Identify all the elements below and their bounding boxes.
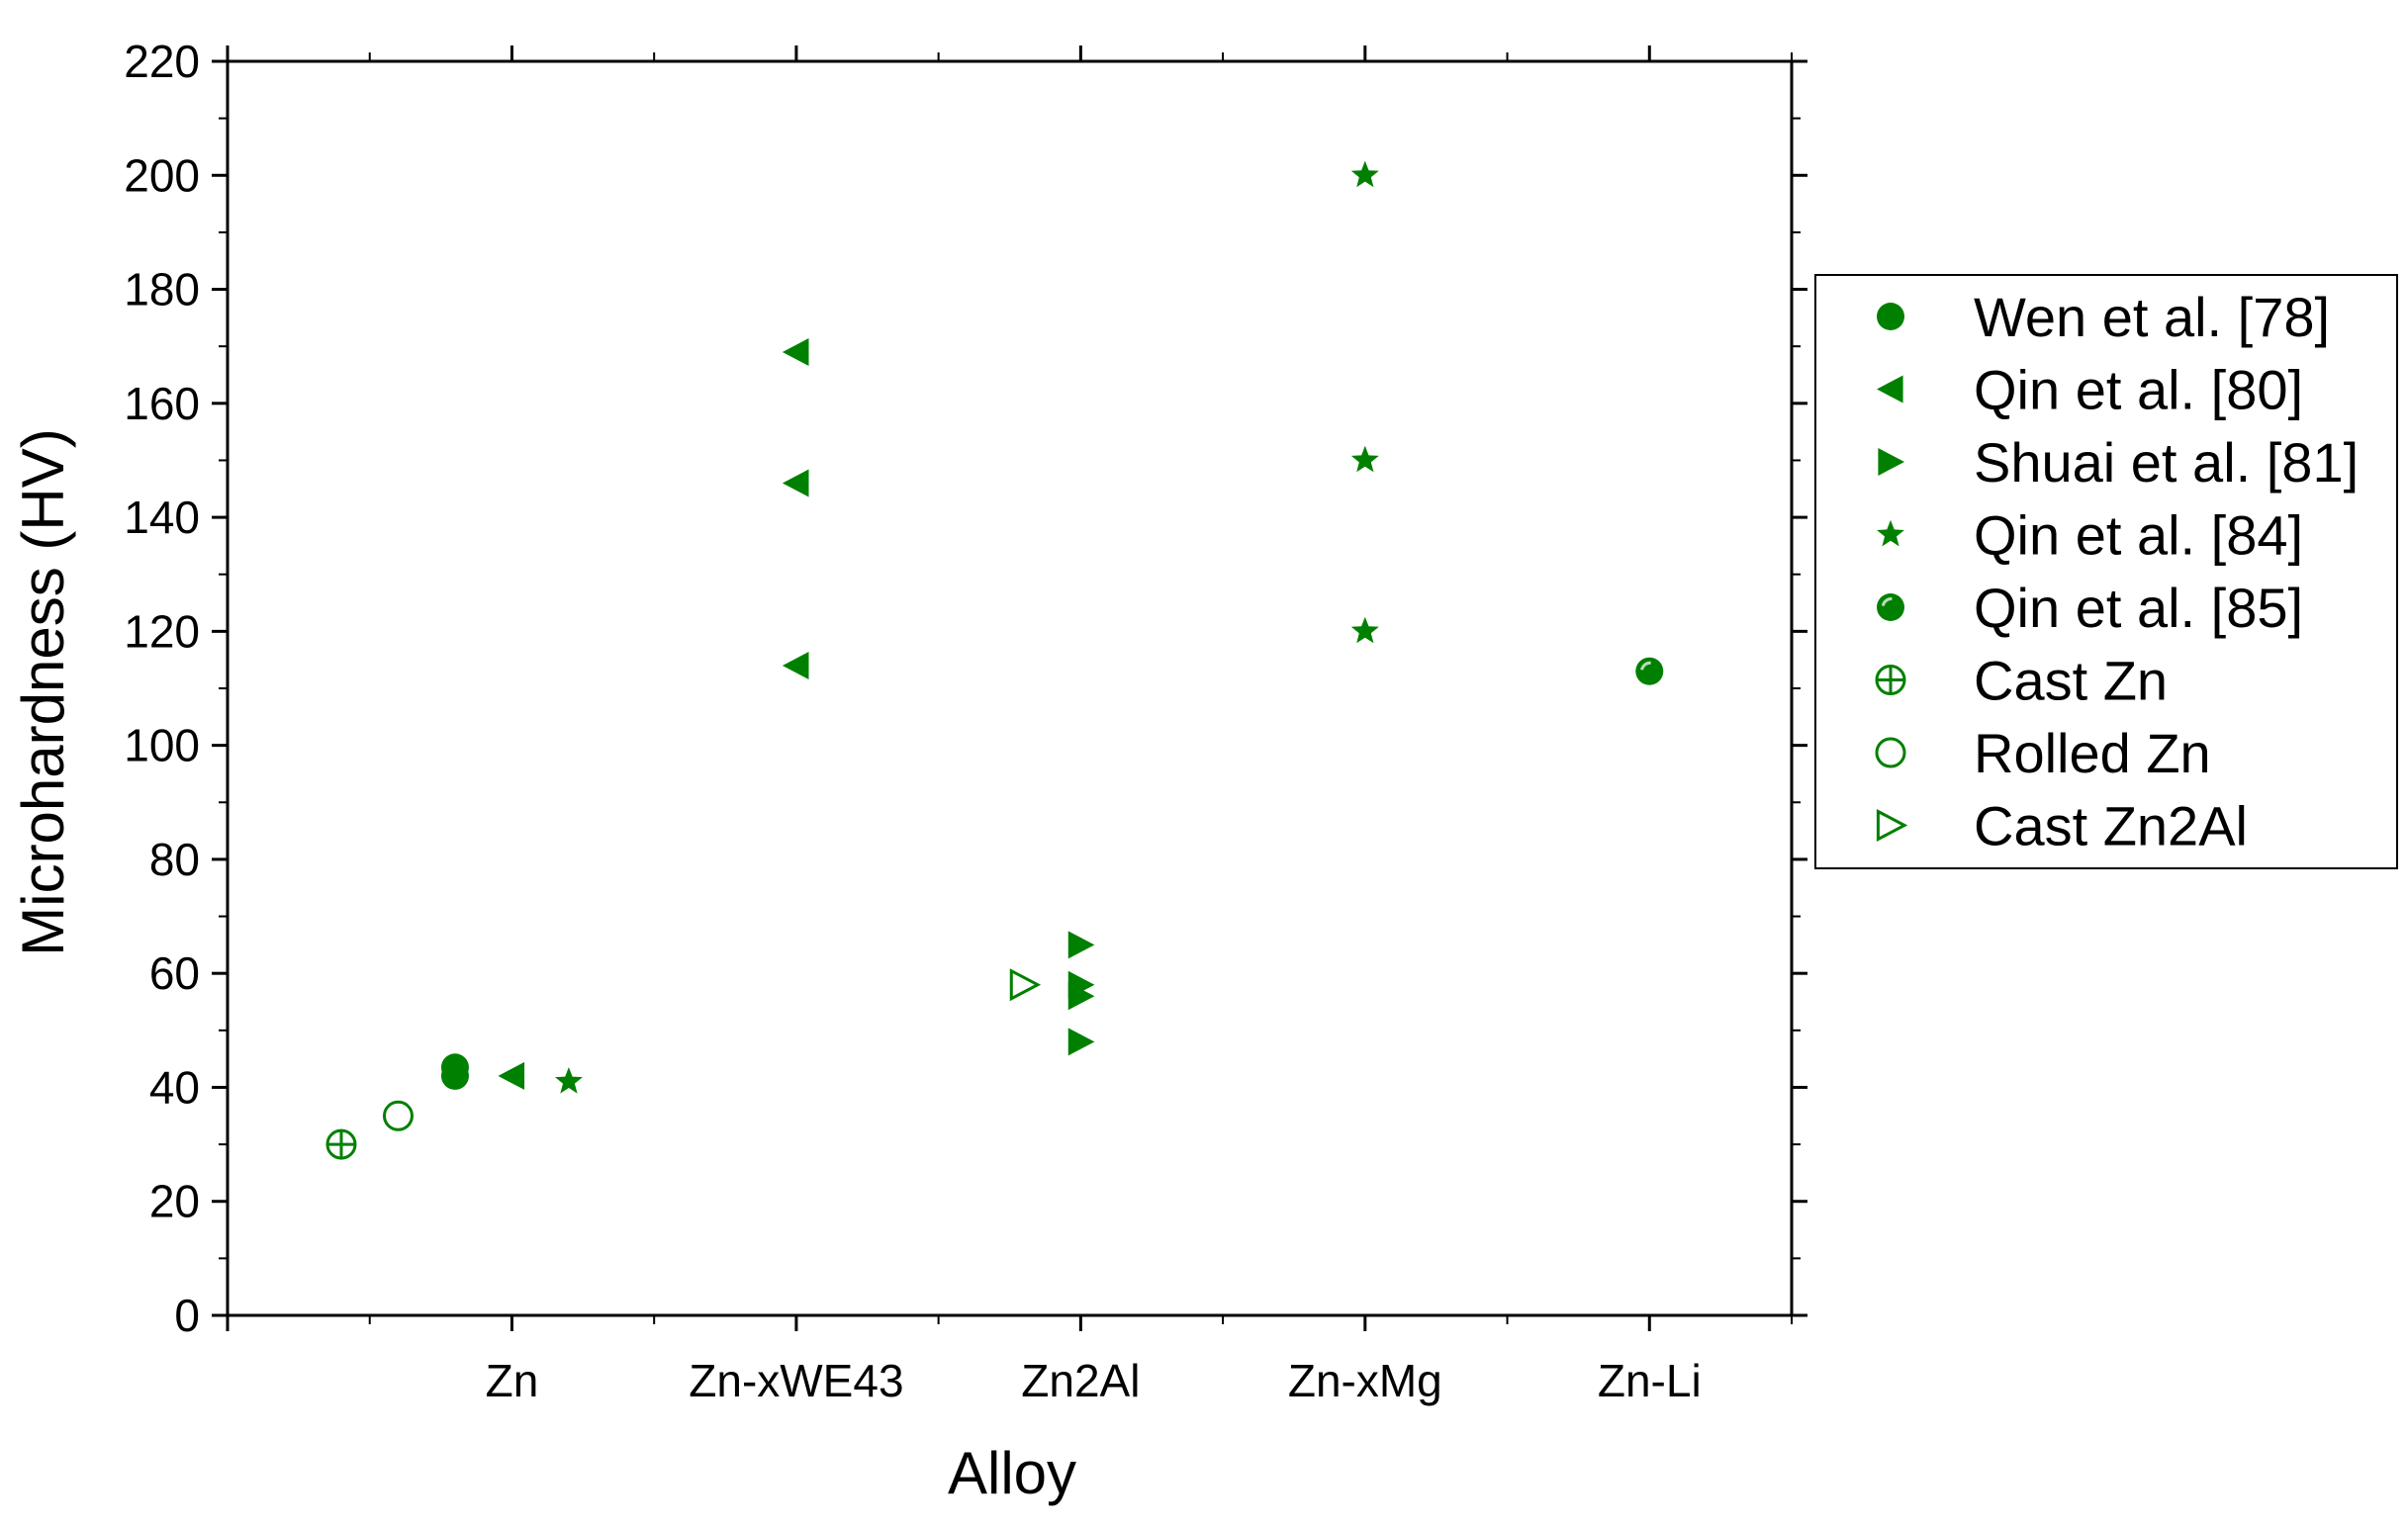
y-tick-label: 100 xyxy=(124,720,200,771)
y-tick-label: 200 xyxy=(124,149,200,201)
data-point xyxy=(782,337,809,366)
x-axis-title: Alloy xyxy=(948,1440,1076,1506)
y-tick-label: 140 xyxy=(124,492,200,543)
data-point xyxy=(498,1061,525,1090)
data-points xyxy=(325,160,1664,1160)
y-tick-label: 180 xyxy=(124,264,200,315)
y-tick-label: 80 xyxy=(149,834,200,885)
legend-marker xyxy=(1877,519,1904,547)
legend-label: Rolled Zn xyxy=(1974,722,2211,784)
data-point xyxy=(1350,445,1379,473)
x-tick-label: Zn-xMg xyxy=(1288,1355,1442,1406)
x-tick-label: Zn-Li xyxy=(1598,1355,1702,1406)
x-tick-label: Zn xyxy=(486,1355,539,1406)
legend-label: Wen et al. [78] xyxy=(1974,286,2330,348)
data-point xyxy=(1067,1028,1095,1056)
legend-label: Shuai et al. [81] xyxy=(1974,431,2359,494)
data-point xyxy=(1350,160,1379,188)
data-point xyxy=(782,469,809,497)
y-tick-label: 220 xyxy=(124,36,200,87)
data-point xyxy=(1635,657,1664,685)
legend-label: Cast Zn2Al xyxy=(1974,795,2248,857)
y-tick-label: 40 xyxy=(149,1061,200,1113)
legend-marker xyxy=(1876,809,1908,842)
data-point xyxy=(325,1128,357,1160)
legend-marker xyxy=(1875,737,1906,768)
data-point xyxy=(1067,982,1095,1011)
x-tick-label: Zn2Al xyxy=(1021,1355,1140,1406)
legend-marker xyxy=(1875,665,1906,695)
y-axis-title: Microhardness (HV) xyxy=(10,428,76,955)
data-point xyxy=(782,651,809,679)
data-point xyxy=(1067,931,1095,959)
data-point xyxy=(555,1067,583,1094)
legend: Wen et al. [78] Qin et al. [80] Shuai et a… xyxy=(1814,274,2398,869)
legend-label: Qin et al. [84] xyxy=(1974,504,2303,567)
plot-frame xyxy=(226,59,1794,1317)
data-point xyxy=(1009,968,1042,1002)
legend-label: Cast Zn xyxy=(1974,650,2168,712)
y-tick-label: 60 xyxy=(149,947,200,999)
legend-label: Qin et al. [80] xyxy=(1974,359,2303,421)
legend-marker xyxy=(1877,375,1903,404)
legend-marker xyxy=(1877,303,1904,330)
data-point xyxy=(440,1053,469,1082)
legend-marker xyxy=(1877,593,1904,621)
data-point xyxy=(382,1100,414,1131)
y-tick-label: 0 xyxy=(174,1290,200,1341)
y-tick-label: 120 xyxy=(124,605,200,657)
legend-box xyxy=(1814,274,2398,869)
y-tick-label: 20 xyxy=(149,1176,200,1227)
legend-label: Qin et al. [85] xyxy=(1974,577,2303,639)
legend-marker xyxy=(1878,448,1904,476)
x-tick-label: Zn-xWE43 xyxy=(689,1355,903,1406)
axes: 0 20 40 60 80 100 120 140 160 180 200 220 Zn Zn-xWE43… xyxy=(124,36,1807,1406)
y-tick-label: 160 xyxy=(124,378,200,429)
data-point xyxy=(1350,616,1379,644)
